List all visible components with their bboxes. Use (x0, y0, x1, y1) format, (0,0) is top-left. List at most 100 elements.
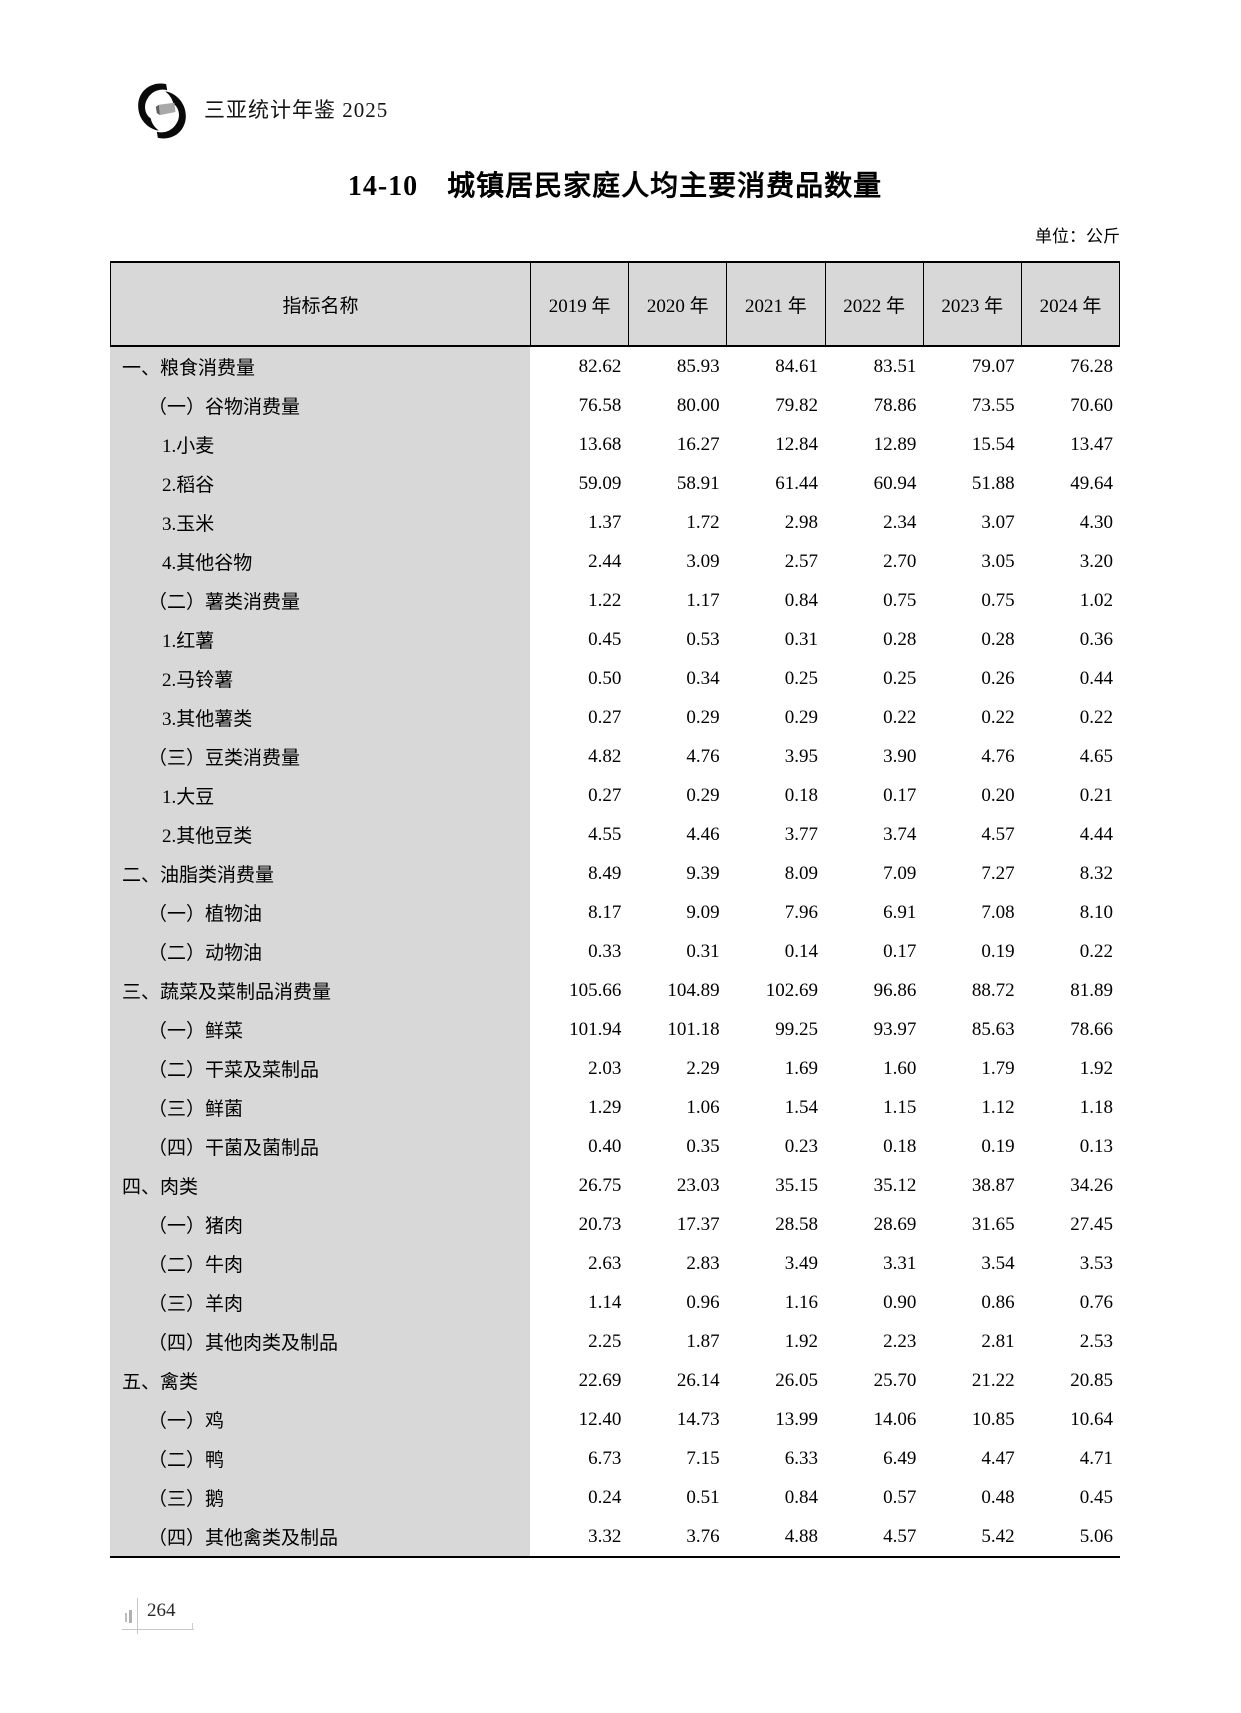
value-cell: 2.25 (588, 1330, 622, 1352)
value-cell: 104.89 (667, 979, 720, 1001)
value-cell: 0.40 (588, 1135, 622, 1157)
value-cell: 27.45 (1070, 1213, 1113, 1235)
value-cell: 0.84 (784, 589, 818, 611)
value-cell: 0.22 (1079, 706, 1113, 728)
yearbook-logo-icon (138, 83, 186, 139)
year-column-header: 2023 年 (924, 263, 1022, 345)
value-cell: 2.44 (588, 550, 622, 572)
value-cell: 93.97 (873, 1018, 917, 1040)
value-cell: 7.96 (784, 901, 818, 923)
value-cell: 61.44 (775, 472, 818, 494)
value-cell: 3.05 (981, 550, 1015, 572)
value-cell: 10.64 (1070, 1408, 1113, 1430)
page-title: 14-10 城镇居民家庭人均主要消费品数量 (347, 171, 883, 202)
value-cell: 0.24 (588, 1486, 622, 1508)
value-cell: 7.27 (981, 862, 1015, 884)
indicator-label: 1.小麦 (110, 425, 530, 464)
value-cell: 4.30 (1079, 511, 1113, 533)
value-cell: 88.72 (971, 979, 1015, 1001)
table-row: （二）薯类消费量 1.22 1.17 0.84 0.75 0.75 1.02 (110, 581, 1120, 620)
indicator-label: 4.其他谷物 (110, 542, 530, 581)
value-cell: 58.91 (676, 472, 720, 494)
value-cell: 26.05 (775, 1369, 818, 1391)
value-cell: 84.61 (775, 355, 818, 377)
value-cell: 3.74 (883, 823, 917, 845)
value-cell: 3.07 (981, 511, 1015, 533)
yearbook-title: 三亚统计年鉴 2025 (204, 98, 389, 122)
value-cell: 1.72 (686, 511, 720, 533)
indicator-label: 3.玉米 (110, 503, 530, 542)
value-cell: 85.93 (676, 355, 720, 377)
value-cell: 1.54 (784, 1096, 818, 1118)
indicator-label: 1.红薯 (110, 620, 530, 659)
value-cell: 7.15 (686, 1447, 720, 1469)
value-cell: 8.32 (1079, 862, 1113, 884)
value-cell: 12.40 (578, 1408, 622, 1430)
value-cell: 4.44 (1079, 823, 1113, 845)
value-cell: 4.55 (588, 823, 622, 845)
value-cell: 0.22 (1079, 940, 1113, 962)
value-cell: 3.32 (588, 1525, 622, 1547)
indicator-label: （三）鲜菌 (110, 1088, 530, 1127)
value-cell: 105.66 (569, 979, 622, 1001)
value-cell: 8.10 (1079, 901, 1113, 923)
table-row: 三、蔬菜及菜制品消费量 105.66 104.89 102.69 96.86 88.72 8… (110, 971, 1120, 1010)
value-cell: 0.51 (686, 1486, 720, 1508)
value-cell: 5.06 (1079, 1525, 1113, 1547)
table-body: 一、粮食消费量 82.62 85.93 84.61 83.51 79.07 76.28 （一）… (110, 347, 1120, 1556)
value-cell: 7.09 (883, 862, 917, 884)
value-cell: 0.45 (1079, 1486, 1113, 1508)
value-cell: 0.25 (883, 667, 917, 689)
value-cell: 8.09 (784, 862, 818, 884)
table-row: 五、禽类 22.69 26.14 26.05 25.70 21.22 20.85 (110, 1361, 1120, 1400)
value-cell: 49.64 (1070, 472, 1113, 494)
table-row: 2.稻谷 59.09 58.91 61.44 60.94 51.88 49.64 (110, 464, 1120, 503)
indicator-label: 3.其他薯类 (110, 698, 530, 737)
table-row: 1.红薯 0.45 0.53 0.31 0.28 0.28 0.36 (110, 620, 1120, 659)
value-cell: 1.87 (686, 1330, 720, 1352)
year-column-header: 2020 年 (629, 263, 728, 345)
value-cell: 3.77 (784, 823, 818, 845)
indicator-label: （四）其他禽类及制品 (110, 1517, 530, 1556)
table-row: （四）干菌及菌制品 0.40 0.35 0.23 0.18 0.19 0.13 (110, 1127, 1120, 1166)
indicator-label: （一）鸡 (110, 1400, 530, 1439)
value-cell: 2.83 (686, 1252, 720, 1274)
value-cell: 0.29 (686, 706, 720, 728)
value-cell: 16.27 (676, 433, 720, 455)
indicator-label: （三）羊肉 (110, 1283, 530, 1322)
value-cell: 23.03 (676, 1174, 720, 1196)
value-cell: 6.73 (588, 1447, 622, 1469)
value-cell: 80.00 (676, 394, 720, 416)
table-row: （二）鸭 6.73 7.15 6.33 6.49 4.47 4.71 (110, 1439, 1120, 1478)
value-cell: 1.29 (588, 1096, 622, 1118)
year-column-header: 2022 年 (826, 263, 924, 345)
indicator-label: （二）动物油 (110, 932, 530, 971)
indicator-label: （二）牛肉 (110, 1244, 530, 1283)
value-cell: 3.76 (686, 1525, 720, 1547)
value-cell: 28.58 (775, 1213, 818, 1235)
value-cell: 78.66 (1070, 1018, 1113, 1040)
indicator-label: 一、粮食消费量 (110, 347, 530, 386)
indicator-label: （四）其他肉类及制品 (110, 1322, 530, 1361)
crop-mark-horizontal (122, 1629, 194, 1630)
value-cell: 102.69 (765, 979, 818, 1001)
value-cell: 3.54 (981, 1252, 1015, 1274)
value-cell: 1.60 (883, 1057, 917, 1079)
value-cell: 35.12 (873, 1174, 917, 1196)
value-cell: 3.53 (1079, 1252, 1113, 1274)
unit-note: 单位：公斤 (1035, 227, 1120, 246)
table-row: （四）其他肉类及制品 2.25 1.87 1.92 2.23 2.81 2.53 (110, 1322, 1120, 1361)
indicator-label: （四）干菌及菌制品 (110, 1127, 530, 1166)
table-row: （三）鹅 0.24 0.51 0.84 0.57 0.48 0.45 (110, 1478, 1120, 1517)
indicator-label: 2.稻谷 (110, 464, 530, 503)
value-cell: 4.46 (686, 823, 720, 845)
value-cell: 1.79 (981, 1057, 1015, 1079)
indicator-label: 2.其他豆类 (110, 815, 530, 854)
value-cell: 3.31 (883, 1252, 917, 1274)
table-row: 3.其他薯类 0.27 0.29 0.29 0.22 0.22 0.22 (110, 698, 1120, 737)
table-row: （一）谷物消费量 76.58 80.00 79.82 78.86 73.55 70.60 (110, 386, 1120, 425)
value-cell: 21.22 (971, 1369, 1015, 1391)
indicator-label: （一）植物油 (110, 893, 530, 932)
value-cell: 1.06 (686, 1096, 720, 1118)
